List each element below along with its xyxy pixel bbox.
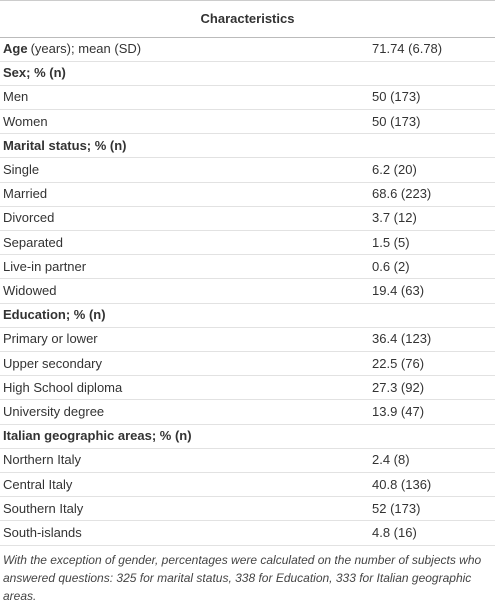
row-value: 13.9 (47) — [372, 404, 425, 419]
row-label: South-islands — [3, 521, 82, 545]
row-label: Sex; % (n) — [3, 61, 69, 85]
row-value: 3.7 (12) — [372, 210, 417, 226]
footnote: With the exception of gender, percentage… — [3, 553, 482, 603]
row-label: Widowed — [3, 279, 56, 303]
table-row: Italian geographic areas; % (n) — [0, 424, 495, 449]
row-label: Northern Italy — [3, 448, 81, 472]
row-label: Central Italy — [3, 473, 72, 497]
row-label: Marital status; % (n) — [3, 134, 130, 158]
table-row: Northern Italy 2.4 (8) — [0, 448, 495, 473]
table-row: Single 6.2 (20) — [0, 158, 495, 183]
row-value: 52 (173) — [372, 500, 421, 516]
table-row: Sex; % (n) — [0, 61, 495, 86]
row-label: Education; % (n) — [3, 303, 109, 327]
row-label: Single — [3, 158, 39, 182]
label-text: Central Italy — [3, 476, 73, 492]
section-heading: Marital status; % (n) — [3, 137, 127, 153]
table-row: Upper secondary 22.5 (76) — [0, 352, 495, 377]
table-row: Marital status; % (n) — [0, 134, 495, 159]
label-text: Married — [3, 186, 48, 202]
label-text: High School diploma — [3, 379, 123, 395]
row-label: Women — [3, 110, 48, 134]
row-label: Primary or lower — [3, 327, 98, 351]
table-row: Men 50 (173) — [0, 85, 495, 110]
label-text: University degree — [3, 404, 105, 419]
row-label: Upper secondary — [3, 352, 102, 376]
label-text: Widowed — [3, 283, 57, 298]
label-text: Northern Italy — [3, 452, 82, 468]
row-value: 40.8 (136) — [372, 476, 432, 492]
table-header: Characteristics — [0, 0, 495, 38]
row-value: 68.6 (223) — [372, 186, 432, 202]
row-label: University degree — [3, 400, 104, 424]
row-label: Southern Italy — [3, 497, 83, 521]
table-row: Central Italy 40.8 (136) — [0, 473, 495, 498]
row-label: Age (years); mean (SD) — [3, 37, 141, 61]
label-text: Men — [3, 89, 29, 105]
section-heading: Sex; % (n) — [3, 65, 66, 81]
row-value: 50 (173) — [372, 113, 421, 129]
row-value: 36.4 (123) — [372, 331, 432, 347]
label-text: (years); mean (SD) — [30, 41, 142, 56]
section-heading: Italian geographic areas; % (n) — [3, 428, 192, 444]
section-heading: Education; % (n) — [3, 307, 106, 323]
table-row: Married 68.6 (223) — [0, 182, 495, 207]
table-row: South-islands 4.8 (16) — [0, 521, 495, 546]
table-row: University degree 13.9 (47) — [0, 400, 495, 425]
row-value: 1.5 (5) — [372, 234, 410, 250]
table-row: High School diploma 27.3 (92) — [0, 376, 495, 401]
section-heading: Age — [3, 41, 28, 56]
row-value: 2.4 (8) — [372, 452, 410, 468]
label-text: Divorced — [3, 210, 55, 226]
label-text: Southern Italy — [3, 500, 84, 516]
table-row: Age (years); mean (SD) 71.74 (6.78) — [0, 37, 495, 62]
row-value: 4.8 (16) — [372, 525, 417, 540]
row-value: 19.4 (63) — [372, 283, 425, 298]
row-label: High School diploma — [3, 376, 122, 400]
table-row: Divorced 3.7 (12) — [0, 206, 495, 231]
row-value: 0.6 (2) — [372, 258, 410, 274]
row-label: Men — [3, 85, 28, 109]
table-row: Live-in partner 0.6 (2) — [0, 255, 495, 280]
row-label: Italian geographic areas; % (n) — [3, 424, 195, 448]
table-row: Women 50 (173) — [0, 110, 495, 135]
row-value: 27.3 (92) — [372, 379, 425, 395]
row-label: Live-in partner — [3, 255, 86, 279]
row-label: Married — [3, 182, 47, 206]
label-text: Upper secondary — [3, 355, 102, 371]
label-text: Separated — [3, 234, 63, 250]
row-value: 50 (173) — [372, 89, 421, 105]
label-text: South-islands — [3, 525, 82, 540]
row-label: Separated — [3, 231, 63, 255]
row-label: Divorced — [3, 206, 54, 230]
table-row: Primary or lower 36.4 (123) — [0, 327, 495, 352]
table-row: Separated 1.5 (5) — [0, 231, 495, 256]
table-row: Education; % (n) — [0, 303, 495, 328]
label-text: Primary or lower — [3, 331, 98, 347]
row-value: 22.5 (76) — [372, 355, 425, 371]
label-text: Single — [3, 162, 40, 177]
label-text: Women — [3, 113, 48, 129]
table-row: Southern Italy 52 (173) — [0, 497, 495, 522]
label-text: Live-in partner — [3, 258, 87, 274]
row-value: 6.2 (20) — [372, 162, 417, 177]
row-value: 71.74 (6.78) — [372, 41, 443, 56]
table-row: Widowed 19.4 (63) — [0, 279, 495, 304]
